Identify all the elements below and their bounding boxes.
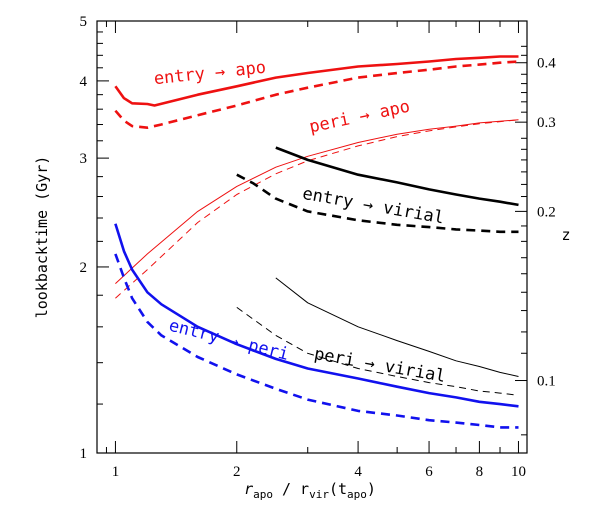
x-label-sub-apo-2: apo <box>347 488 367 501</box>
x-tick-label: 2 <box>233 464 241 480</box>
right-tick-label: 0.2 <box>537 204 556 220</box>
y-tick-label: 2 <box>80 260 88 276</box>
x-tick-label: 8 <box>476 464 484 480</box>
series-layer <box>114 55 519 429</box>
y-tick-label: 5 <box>80 14 88 30</box>
x-label-sub-apo: apo <box>253 488 273 501</box>
annotation-label: entry → virial <box>301 184 446 229</box>
y-tick-label: 1 <box>80 446 88 462</box>
series-line-black-dashed <box>236 173 519 234</box>
series-line-black-solid <box>275 146 519 207</box>
x-label-close: ) <box>367 480 376 498</box>
series-line-black-solid <box>275 277 519 377</box>
series-line-blue-dashed <box>114 253 519 429</box>
series-line-black-dashed <box>236 306 519 396</box>
x-label-r: r <box>244 480 253 498</box>
right-tick-label: 0.4 <box>537 56 556 72</box>
y-axis-label: lookbacktime (Gyr) <box>33 156 51 319</box>
x-label-sub-vir: vir <box>309 488 329 501</box>
series-line-red-solid <box>114 55 519 107</box>
x-axis-label: rapo / rvir(tapo) <box>244 480 376 501</box>
y-tick-label: 4 <box>80 74 88 90</box>
right-tick-label: 0.3 <box>537 115 556 131</box>
right-axis-label: z <box>561 226 570 244</box>
x-tick-label: 6 <box>425 464 433 480</box>
x-label-mid: / r <box>273 480 309 498</box>
x-tick-label: 1 <box>112 464 120 480</box>
x-tick-label: 10 <box>511 464 526 480</box>
right-tick-label: 0.1 <box>537 374 556 390</box>
annotation-label: entry → peri <box>167 316 291 365</box>
series-line-red-dashed <box>114 60 519 129</box>
series-line-red-solid <box>115 119 519 284</box>
y-tick-label: 3 <box>80 151 88 167</box>
series-line-red-dashed <box>115 119 519 299</box>
series-line-blue-solid <box>114 223 519 408</box>
annotation-label: peri → apo <box>308 97 412 138</box>
x-label-paren-t: (t <box>329 480 347 498</box>
x-tick-label: 4 <box>354 464 362 480</box>
plot-frame <box>96 20 528 454</box>
